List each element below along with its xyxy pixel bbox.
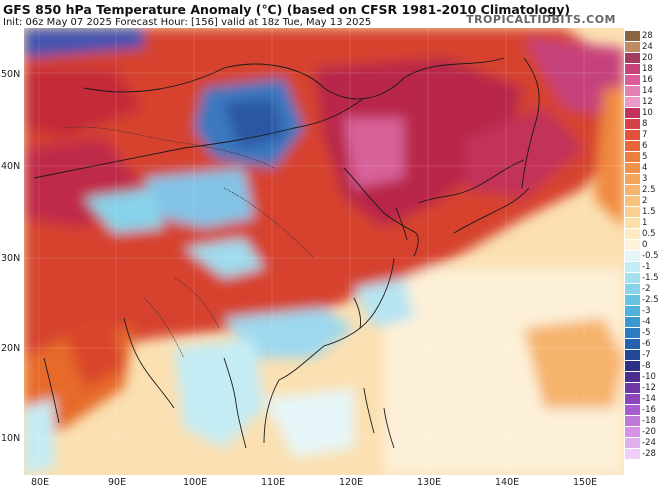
colorbar-level-label: 8 xyxy=(642,119,648,129)
colorbar-level-label: 2.5 xyxy=(642,185,656,195)
colorbar-swatch xyxy=(625,295,640,306)
colorbar-level-label: -16 xyxy=(642,405,656,415)
brand-watermark: TROPICALTIDBITS.COM xyxy=(466,13,616,26)
lat-label-30n: 30N xyxy=(1,253,21,264)
colorbar-level-label: 16 xyxy=(642,75,653,85)
colorbar-swatch xyxy=(625,152,640,163)
colorbar-level-label: 0 xyxy=(642,240,648,250)
colorbar-swatch xyxy=(625,207,640,218)
lat-label-10n: 10N xyxy=(1,433,21,444)
colorbar-level-label: -24 xyxy=(642,438,656,448)
lon-label-130e: 130E xyxy=(417,477,442,488)
colorbar-swatch xyxy=(625,196,640,207)
colorbar-swatch xyxy=(625,31,640,42)
colorbar-level-label: 7 xyxy=(642,130,648,140)
colorbar-swatch xyxy=(625,75,640,86)
colorbar-level-label: 5 xyxy=(642,152,648,162)
colorbar-swatch xyxy=(625,240,640,251)
colorbar-level-label: 18 xyxy=(642,64,653,74)
colorbar-swatch xyxy=(625,372,640,383)
colorbar-level-label: 1 xyxy=(642,218,648,228)
colorbar-level-label: 28 xyxy=(642,31,653,41)
lon-label-140e: 140E xyxy=(495,477,520,488)
colorbar-level-label: -20 xyxy=(642,427,656,437)
colorbar-swatch xyxy=(625,262,640,273)
colorbar-level-label: 24 xyxy=(642,42,653,52)
colorbar-swatch xyxy=(625,218,640,229)
colorbar-swatch xyxy=(625,405,640,416)
colorbar-swatch xyxy=(625,284,640,295)
colorbar-level-label: 2 xyxy=(642,196,648,206)
colorbar-level-label: -5 xyxy=(642,328,651,338)
colorbar-swatch xyxy=(625,229,640,240)
colorbar-level-label: 4 xyxy=(642,163,648,173)
colorbar-swatch xyxy=(625,97,640,108)
colorbar-level-label: 6 xyxy=(642,141,648,151)
colorbar-level-label: 14 xyxy=(642,86,653,96)
colorbar-level-label: -28 xyxy=(642,449,656,459)
colorbar-swatch xyxy=(625,306,640,317)
colorbar-swatch xyxy=(625,328,640,339)
init-valid-info: Init: 06z May 07 2025 Forecast Hour: [15… xyxy=(3,17,372,28)
colorbar-swatch xyxy=(625,394,640,405)
lon-label-150e: 150E xyxy=(573,477,598,488)
colorbar-level-label: 0.5 xyxy=(642,229,656,239)
colorbar-swatch xyxy=(625,130,640,141)
colorbar-level-label: 1.5 xyxy=(642,207,656,217)
temperature-anomaly-map xyxy=(24,28,624,475)
colorbar-swatch xyxy=(625,108,640,119)
colorbar-level-label: 3 xyxy=(642,174,648,184)
colorbar-swatch xyxy=(625,427,640,438)
graticule xyxy=(24,28,624,475)
colorbar-level-label: 20 xyxy=(642,53,653,63)
colorbar-swatch xyxy=(625,438,640,449)
lat-label-20n: 20N xyxy=(1,343,21,354)
colorbar-level-label: -1.5 xyxy=(642,273,659,283)
lon-label-90e: 90E xyxy=(108,477,127,488)
colorbar-swatch xyxy=(625,141,640,152)
colorbar-swatch xyxy=(625,416,640,427)
colorbar-level-label: -6 xyxy=(642,339,651,349)
lat-label-50n: 50N xyxy=(1,69,21,80)
country-borders xyxy=(63,126,315,359)
coastline-lines xyxy=(33,57,540,449)
colorbar-swatch xyxy=(625,383,640,394)
colorbar-level-label: -12 xyxy=(642,383,656,393)
colorbar-swatch xyxy=(625,361,640,372)
lon-label-120e: 120E xyxy=(339,477,364,488)
colorbar-swatch xyxy=(625,350,640,361)
colorbar-swatch xyxy=(625,163,640,174)
lat-label-40n: 40N xyxy=(1,161,21,172)
colorbar-level-label: -7 xyxy=(642,350,651,360)
colorbar-swatch xyxy=(625,251,640,262)
colorbar-swatch xyxy=(625,53,640,64)
colorbar-level-label: 12 xyxy=(642,97,653,107)
colorbar-swatch xyxy=(625,449,640,460)
colorbar-level-label: -2 xyxy=(642,284,651,294)
colorbar-level-label: -14 xyxy=(642,394,656,404)
colorbar-level-label: -4 xyxy=(642,317,651,327)
colorbar-swatch xyxy=(625,119,640,130)
colorbar-swatch xyxy=(625,174,640,185)
colorbar-swatch xyxy=(625,185,640,196)
colorbar-level-label: -3 xyxy=(642,306,651,316)
colorbar-swatch xyxy=(625,42,640,53)
lon-label-110e: 110E xyxy=(261,477,286,488)
colorbar-level-label: -0.5 xyxy=(642,251,659,261)
colorbar-level-label: -2.5 xyxy=(642,295,659,305)
colorbar-swatch xyxy=(625,64,640,75)
colorbar-level-label: -1 xyxy=(642,262,651,272)
colorbar-level-label: -8 xyxy=(642,361,651,371)
map-title: GFS 850 hPa Temperature Anomaly (℃) (bas… xyxy=(3,2,571,17)
colorbar-level-label: 10 xyxy=(642,108,653,118)
lon-label-80e: 80E xyxy=(31,477,50,488)
colorbar-level-label: -18 xyxy=(642,416,656,426)
colorbar-swatch xyxy=(625,317,640,328)
colorbar-swatch xyxy=(625,86,640,97)
lon-label-100e: 100E xyxy=(183,477,208,488)
colorbar-swatch xyxy=(625,273,640,284)
colorbar-swatch xyxy=(625,339,640,350)
colorbar-level-label: -10 xyxy=(642,372,656,382)
